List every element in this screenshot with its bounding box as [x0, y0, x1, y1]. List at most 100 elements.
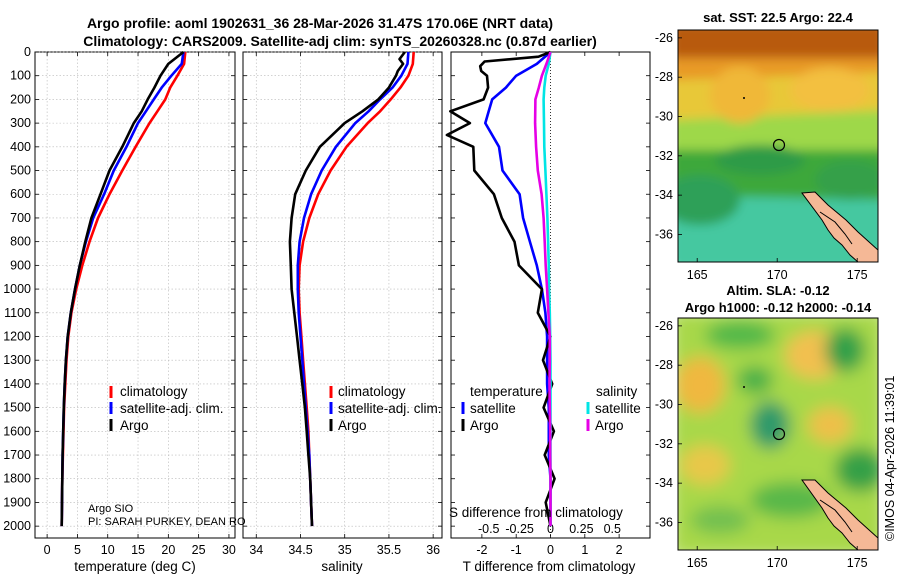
map-x-tick-label: 165 [687, 556, 708, 570]
map-x-tick-label: 165 [687, 268, 708, 282]
y-tick-label: 800 [10, 235, 31, 249]
series-argo [288, 51, 406, 527]
series-temperature-satellite [483, 51, 552, 527]
map-x-tick-label: 175 [847, 268, 868, 282]
map-y-tick-label: -28 [655, 358, 673, 372]
s-tick-label: 0.25 [569, 522, 593, 536]
y-tick-label: 1500 [3, 401, 31, 415]
y-tick-label: 1200 [3, 329, 31, 343]
credit-org: Argo SIO [88, 503, 134, 515]
series-salinity-argo [533, 51, 552, 527]
y-tick-label: 500 [10, 164, 31, 178]
x-tick-label: 1 [581, 543, 588, 557]
credit-pi: PI: SARAH PURKEY, DEAN RO [88, 516, 246, 528]
figure-title-line2: Climatology: CARS2009. Satellite-adj cli… [83, 33, 597, 49]
salinity-panel [242, 51, 443, 539]
salinity-xlabel: salinity [321, 559, 363, 574]
legend-satellite-label: satellite-adj. clim. [120, 401, 224, 416]
y-tick-label: 1300 [3, 353, 31, 367]
temperature-plot: 0100200300400500600700800900100011001200… [3, 45, 236, 557]
y-tick-label: 1400 [3, 377, 31, 391]
sla-float-marker [772, 427, 786, 441]
y-tick-label: 0 [24, 45, 31, 59]
sla-map-title-line2: Argo h1000: -0.12 h2000: -0.14 [685, 300, 872, 315]
sst-float-marker [772, 138, 786, 152]
x-tick-label: 35.5 [377, 543, 401, 557]
difference-xlabel: T difference from climatology [463, 559, 636, 574]
x-tick-label: -1 [511, 543, 522, 557]
sst-map [678, 30, 878, 262]
y-tick-label: 700 [10, 211, 31, 225]
salinity-legend: climatology satellite-adj. clim. Argo [329, 384, 442, 433]
y-tick-label: 300 [10, 116, 31, 130]
map-y-tick-label: -26 [655, 319, 673, 333]
x-tick-label: 10 [101, 543, 115, 557]
sst-map-axes: 165 170 175 -26 -28 -30 -32 -34 -36 [655, 31, 868, 282]
x-tick-label: 20 [161, 543, 175, 557]
x-tick-label: 2 [616, 543, 623, 557]
series-argo [60, 50, 185, 527]
legend-salinity-heading: salinity [596, 384, 638, 399]
sla-map [678, 318, 878, 550]
legend-temperature-heading: temperature [470, 384, 543, 399]
legend-s-argo-label: Argo [595, 418, 624, 433]
s-tick-label: 0.5 [604, 522, 621, 536]
y-tick-label: 2000 [3, 519, 31, 533]
y-tick-label: 1800 [3, 472, 31, 486]
s-tick-label: 0 [547, 522, 554, 536]
legend-argo-label: Argo [120, 418, 149, 433]
sla-map-axes: 165 170 175 -26 -28 -30 -32 -34 -36 [655, 319, 868, 570]
difference-plot: -2 -1 0 1 2 -0.5 -0.25 0 0.25 0.5 [445, 50, 650, 557]
map-x-tick-label: 170 [767, 556, 788, 570]
temperature-panel [34, 51, 236, 539]
y-tick-label: 100 [10, 69, 31, 83]
y-tick-label: 400 [10, 140, 31, 154]
x-tick-label: 15 [131, 543, 145, 557]
map-x-tick-label: 175 [847, 556, 868, 570]
y-tick-label: 1900 [3, 495, 31, 509]
y-tick-label: 200 [10, 92, 31, 106]
y-tick-label: 1000 [3, 282, 31, 296]
figure-title-line1: Argo profile: aoml 1902631_36 28-Mar-202… [87, 15, 553, 31]
difference-legend: temperature satellite Argo salinity sate… [461, 384, 641, 433]
map-y-tick-label: -36 [655, 227, 673, 241]
temperature-xlabel: temperature (deg C) [74, 559, 196, 574]
x-tick-label: 5 [74, 543, 81, 557]
legend-s-satellite-label: satellite [595, 401, 641, 416]
legend-t-satellite-label: satellite [470, 401, 516, 416]
s-difference-label: S difference from climatology [449, 505, 623, 520]
x-tick-label: 0 [44, 543, 51, 557]
map-y-tick-label: -28 [655, 70, 673, 84]
x-tick-label: 35 [338, 543, 352, 557]
map-y-tick-label: -30 [655, 398, 673, 412]
y-tick-label: 900 [10, 258, 31, 272]
map-y-tick-label: -30 [655, 110, 673, 124]
x-tick-label: 36 [426, 543, 440, 557]
sst-map-title: sat. SST: 22.5 Argo: 22.4 [703, 10, 854, 25]
y-tick-label: 1100 [4, 306, 31, 320]
x-tick-label: 0 [547, 543, 554, 557]
imos-stamp: ©IMOS 04-Apr-2026 11:39:01 [883, 376, 897, 541]
x-tick-label: 25 [192, 543, 206, 557]
temperature-legend: climatology satellite-adj. clim. Argo [109, 384, 224, 433]
s-tick-label: -0.5 [478, 522, 500, 536]
x-tick-label: 34.5 [288, 543, 312, 557]
map-x-tick-label: 170 [767, 268, 788, 282]
legend-climatology-label: climatology [338, 384, 406, 399]
legend-climatology-label: climatology [120, 384, 188, 399]
map-y-tick-label: -26 [655, 31, 673, 45]
x-tick-label: -2 [476, 543, 487, 557]
x-tick-label: 30 [222, 543, 236, 557]
map-y-tick-label: -32 [655, 149, 673, 163]
x-tick-label: 34 [249, 543, 263, 557]
map-y-tick-label: -34 [655, 476, 673, 490]
sla-map-title-line1: Altim. SLA: -0.12 [726, 283, 829, 298]
y-tick-label: 1600 [3, 424, 31, 438]
map-y-tick-label: -36 [655, 515, 673, 529]
legend-argo-label: Argo [338, 418, 367, 433]
s-tick-label: -0.25 [505, 522, 534, 536]
y-tick-label: 600 [10, 187, 31, 201]
legend-satellite-label: satellite-adj. clim. [338, 401, 442, 416]
y-tick-label: 1700 [3, 448, 31, 462]
